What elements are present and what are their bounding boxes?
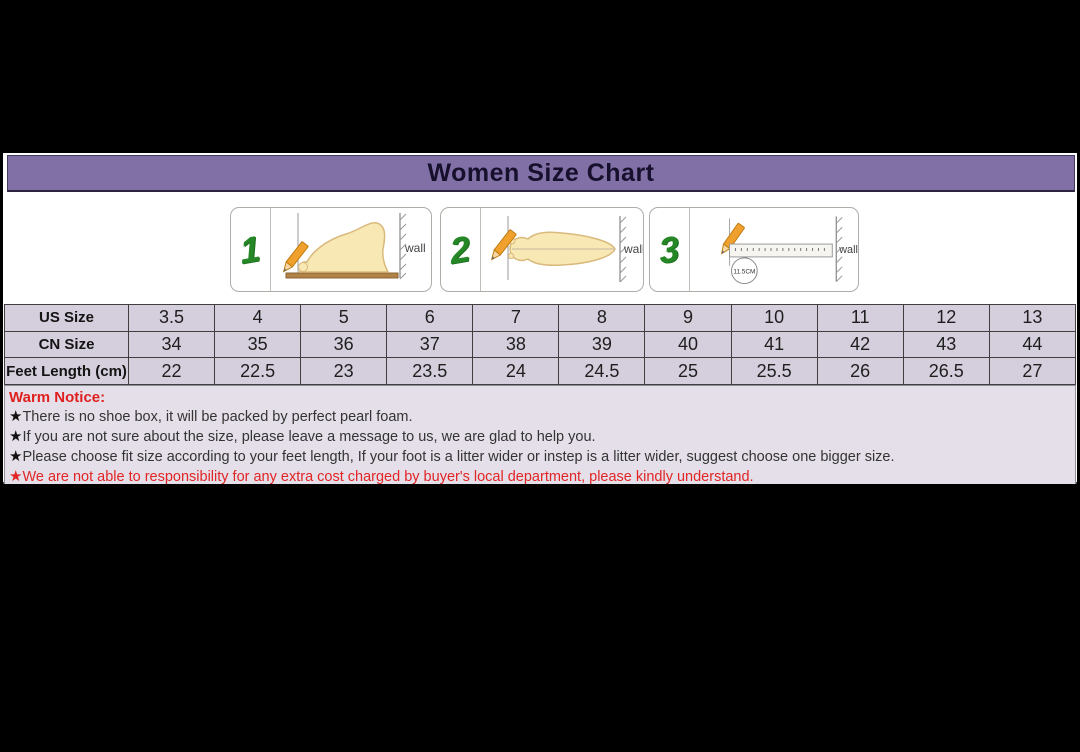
size-cell: 40 [644, 330, 732, 359]
size-cell: 22.5 [214, 357, 302, 385]
size-table: US Size 3.5 4 5 6 7 8 9 10 11 12 13 CN S… [4, 304, 1077, 385]
size-cell: 23.5 [386, 357, 474, 385]
row-header: Feet Length (cm) [4, 357, 129, 385]
ruler-measurement-label: 11.5CM [733, 269, 755, 276]
size-cell: 11 [816, 304, 904, 332]
wall-hatching [619, 216, 627, 283]
wall-label: wall [404, 241, 426, 255]
notice-text: There is no shoe box, it will be packed … [22, 409, 413, 425]
size-cell: 44 [988, 330, 1077, 359]
size-cell: 9 [644, 304, 732, 332]
warm-notice-title: Warm Notice: [9, 389, 106, 406]
size-cell: 5 [300, 304, 388, 332]
size-cell: 6 [386, 304, 474, 332]
measuring-board [285, 272, 399, 279]
row-header: CN Size [4, 330, 129, 359]
step-number: 2 [448, 226, 473, 272]
size-cell: 43 [902, 330, 990, 359]
warm-notice: Warm Notice: ★There is no shoe box, it w… [4, 385, 1076, 487]
step-number: 3 [657, 226, 682, 272]
size-cell: 27 [988, 357, 1077, 385]
size-cell: 26 [816, 357, 904, 385]
toe-bump [507, 252, 515, 260]
notice-text: Please choose fit size according to your… [22, 449, 895, 465]
notice-item-warning: ★We are not able to responsibility for a… [9, 467, 1071, 487]
size-cell: 7 [472, 304, 560, 332]
callout-pointer [745, 256, 748, 259]
table-row-cn-size: CN Size 34 35 36 37 38 39 40 41 42 43 44 [4, 330, 1077, 359]
size-cell: 42 [816, 330, 904, 359]
size-cell: 22 [127, 357, 216, 385]
size-cell: 25.5 [730, 357, 818, 385]
size-cell: 39 [558, 330, 646, 359]
big-toe [298, 262, 308, 272]
table-row-feet-length: Feet Length (cm) 22 22.5 23 23.5 24 24.5… [4, 357, 1077, 385]
size-cell: 23 [300, 357, 388, 385]
measure-step-1: 1 wall [230, 207, 432, 292]
foot-top-illustration: wall [481, 208, 643, 291]
notice-text: We are not able to responsibility for an… [22, 469, 754, 485]
measure-step-2: 2 [440, 207, 644, 292]
pencil-icon [282, 241, 309, 273]
size-cell: 24.5 [558, 357, 646, 385]
size-cell: 34 [127, 330, 216, 359]
size-cell: 25 [644, 357, 732, 385]
step-number: 1 [238, 226, 263, 272]
step-2-number-cell: 2 [441, 208, 481, 291]
size-cell: 10 [730, 304, 818, 332]
size-cell: 24 [472, 357, 560, 385]
foot-side-illustration: wall [271, 208, 431, 291]
size-cell: 12 [902, 304, 990, 332]
size-cell: 38 [472, 330, 560, 359]
foot-side-shape [299, 221, 390, 273]
measure-step-3: 3 11.5CM [649, 207, 859, 292]
size-cell: 36 [300, 330, 388, 359]
wall-label: wall [623, 242, 643, 256]
size-cell: 8 [558, 304, 646, 332]
star-icon: ★ [9, 428, 23, 445]
size-cell: 4 [214, 304, 302, 332]
size-cell: 13 [988, 304, 1077, 332]
notice-item: ★If you are not sure about the size, ple… [9, 427, 1071, 447]
size-cell: 35 [214, 330, 302, 359]
notice-text: If you are not sure about the size, plea… [22, 429, 596, 445]
size-cell: 41 [730, 330, 818, 359]
wall-label: wall [838, 244, 858, 256]
size-cell: 26.5 [902, 357, 990, 385]
size-cell: 37 [386, 330, 474, 359]
step-3-number-cell: 3 [650, 208, 690, 291]
notice-item: ★Please choose fit size according to you… [9, 447, 1071, 467]
size-cell: 3.5 [127, 304, 216, 332]
wall-hatching [399, 213, 407, 280]
pencil-icon [490, 229, 517, 261]
measurement-callout-circle [731, 257, 758, 285]
wall-hatching [835, 217, 843, 282]
ruler [729, 243, 833, 258]
step-1-number-cell: 1 [231, 208, 271, 291]
ruler-ticks [734, 248, 825, 251]
notice-item: ★There is no shoe box, it will be packed… [9, 407, 1071, 427]
page-title: Women Size Chart [7, 155, 1075, 192]
size-chart-panel: Women Size Chart 1 [3, 153, 1077, 487]
ruler-illustration: 11.5CM wall [690, 208, 858, 291]
star-icon: ★ [9, 468, 23, 485]
pencil-icon [720, 222, 745, 255]
table-row-us-size: US Size 3.5 4 5 6 7 8 9 10 11 12 13 [4, 304, 1077, 332]
star-icon: ★ [9, 448, 23, 465]
row-header: US Size [4, 304, 129, 332]
measurement-steps-row: 1 wall [3, 194, 1077, 304]
star-icon: ★ [9, 408, 23, 425]
